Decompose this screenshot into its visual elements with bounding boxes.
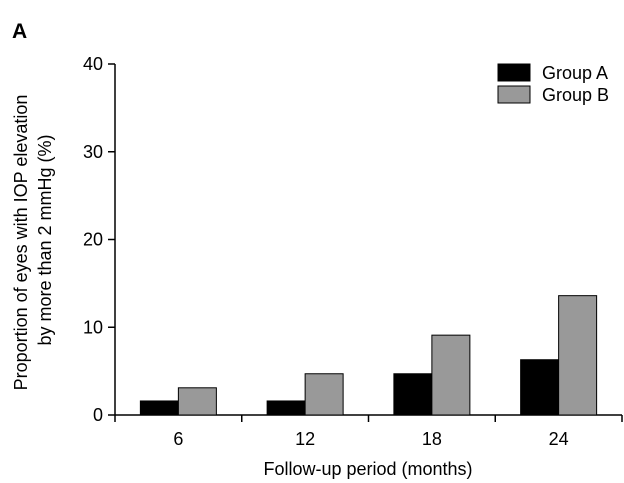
bar-group-a-18	[393, 373, 433, 416]
legend-swatch-group-a	[497, 63, 531, 82]
y-tick-label: 30	[83, 142, 103, 162]
x-tick-label: 6	[173, 429, 183, 449]
y-tick-label: 20	[83, 230, 103, 250]
bar-group-a-6	[139, 400, 179, 416]
y-tick-label: 40	[83, 54, 103, 74]
bars	[139, 295, 598, 416]
legend-label-group-a: Group A	[542, 63, 608, 83]
panel-label: A	[12, 20, 27, 43]
bar-group-b-18	[431, 334, 471, 416]
y-tick-label: 10	[83, 317, 103, 337]
legend: Group A Group B	[497, 63, 609, 105]
bar-group-a-24	[520, 359, 560, 416]
bar-group-b-24	[558, 295, 598, 416]
y-axis-title-line-2: by more than 2 mmHg (%)	[35, 134, 55, 345]
legend-label-group-b: Group B	[542, 85, 609, 105]
y-axis: 0 10 20 30 40	[83, 54, 116, 425]
bar-group-b-12	[304, 373, 344, 416]
x-tick-label: 12	[295, 429, 315, 449]
legend-swatch-group-b	[497, 85, 531, 104]
x-tick-label: 24	[549, 429, 569, 449]
x-axis-title: Follow-up period (months)	[263, 459, 472, 479]
y-axis-title-line-1: Proportion of eyes with IOP elevation	[11, 95, 31, 391]
x-tick-label: 18	[422, 429, 442, 449]
bar-group-b-6	[177, 387, 217, 416]
y-axis-title: Proportion of eyes with IOP elevation by…	[11, 90, 55, 391]
x-axis: 6 12 18 24	[114, 414, 623, 449]
bar-group-a-12	[266, 400, 306, 416]
y-tick-label: 0	[93, 405, 103, 425]
